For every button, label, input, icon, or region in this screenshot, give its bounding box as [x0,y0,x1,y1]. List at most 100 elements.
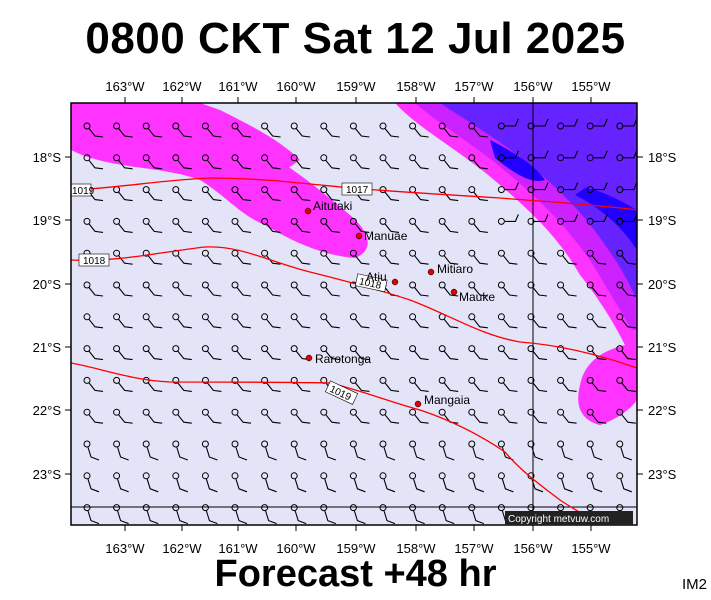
lat-label-right-4: 22°S [648,403,677,418]
wind-barb [290,154,311,170]
lon-label-bottom-5: 158°W [396,541,436,556]
wind-barb [142,217,163,233]
lon-label-top-7: 156°W [513,79,553,94]
wind-barb [231,472,248,493]
wind-barb [261,472,277,493]
wind-barb [349,345,370,361]
wind-barb [468,249,488,265]
wind-barb [379,154,400,170]
wind-barb [290,440,307,461]
wind-barb [409,122,429,138]
wind-barb [83,345,104,361]
lat-label-left-0: 18°S [33,150,62,165]
wind-barb [113,217,133,233]
wind-barb [409,154,429,170]
wind-barb [409,504,425,525]
lon-label-bottom-6: 157°W [454,541,494,556]
lon-label-top-3: 160°W [276,79,316,94]
wind-barb [261,408,281,424]
wind-barb [379,440,396,461]
wind-barb [468,186,488,202]
wind-barb [497,313,518,329]
lat-label-left-1: 19°S [33,213,62,228]
lon-label-bottom-7: 156°W [513,541,553,556]
wind-barb [557,345,577,361]
wind-barb [379,376,400,392]
wind-barb [231,408,252,424]
lat-label-left-4: 22°S [33,403,62,418]
wind-barbs [83,118,637,525]
wind-barb [616,376,636,392]
wind-barb [349,313,370,329]
wind-barb [557,281,577,297]
rain-band-east-heavy [440,103,637,300]
wind-barb [557,376,577,392]
wind-barb [142,122,163,138]
wind-barb [557,249,577,265]
wind-barb [527,118,549,130]
wind-barb [231,345,252,361]
place-atiu: Atiu [366,270,399,286]
wind-barb [616,313,636,329]
wind-barb [438,376,459,392]
wind-barb [349,122,370,138]
svg-text:Copyright metvuw.com: Copyright metvuw.com [508,514,609,525]
wind-barb [379,249,400,265]
wind-barb [379,345,400,361]
wind-barb [379,313,400,329]
wind-barb [201,249,222,265]
wind-barb [113,440,129,461]
wind-barb [497,408,518,424]
wind-barb [290,217,311,233]
svg-text:Mangaia: Mangaia [424,393,470,407]
wind-barb [379,472,396,493]
wind-barb [586,118,608,130]
lon-label-top-0: 163°W [105,79,145,94]
wind-barb [320,217,340,233]
isobar-1019 [71,362,601,525]
wind-barb [409,217,429,233]
wind-barb [527,249,548,265]
wind-barb [497,376,518,392]
wind-barb [172,186,192,202]
wind-barb [557,313,577,329]
wind-barb [290,313,311,329]
wind-barb [616,281,636,297]
wind-barb [497,281,518,297]
isobar-label-1017: 1017 [341,182,373,196]
wind-barb [527,313,548,329]
copyright-badge: Copyright metvuw.com [505,511,633,525]
lat-label-right-1: 19°S [648,213,677,228]
wind-barb [616,249,636,265]
wind-barb [320,249,340,265]
svg-text:Aitutaki: Aitutaki [313,199,352,213]
wind-barb [113,122,133,138]
wind-barb [527,440,544,461]
lon-label-top-2: 161°W [218,79,258,94]
wind-barb [586,472,603,493]
place-manuae: Manuae [355,229,408,243]
wind-barb [113,472,129,493]
wind-barb [409,345,429,361]
lat-label-left-3: 21°S [33,340,62,355]
wind-barb [201,122,222,138]
wind-barb [172,313,192,329]
wind-barb [616,440,632,461]
svg-text:Mauke: Mauke [459,290,495,304]
lon-label-bottom-3: 160°W [276,541,316,556]
wind-barb [113,281,133,297]
wind-barb [201,440,218,461]
wind-barb [497,182,519,194]
wind-barb [261,345,281,361]
wind-barb [113,345,133,361]
isobar-label-1019-left: 1019 [70,183,95,197]
wind-barb [586,408,607,424]
wind-barb [261,249,281,265]
wind-barb [113,313,133,329]
lon-label-bottom-4: 159°W [336,541,376,556]
wind-barb [142,154,163,170]
wind-barb [438,345,459,361]
wind-barb [468,345,488,361]
wind-barb [468,504,484,525]
svg-text:Rarotonga: Rarotonga [315,352,371,366]
